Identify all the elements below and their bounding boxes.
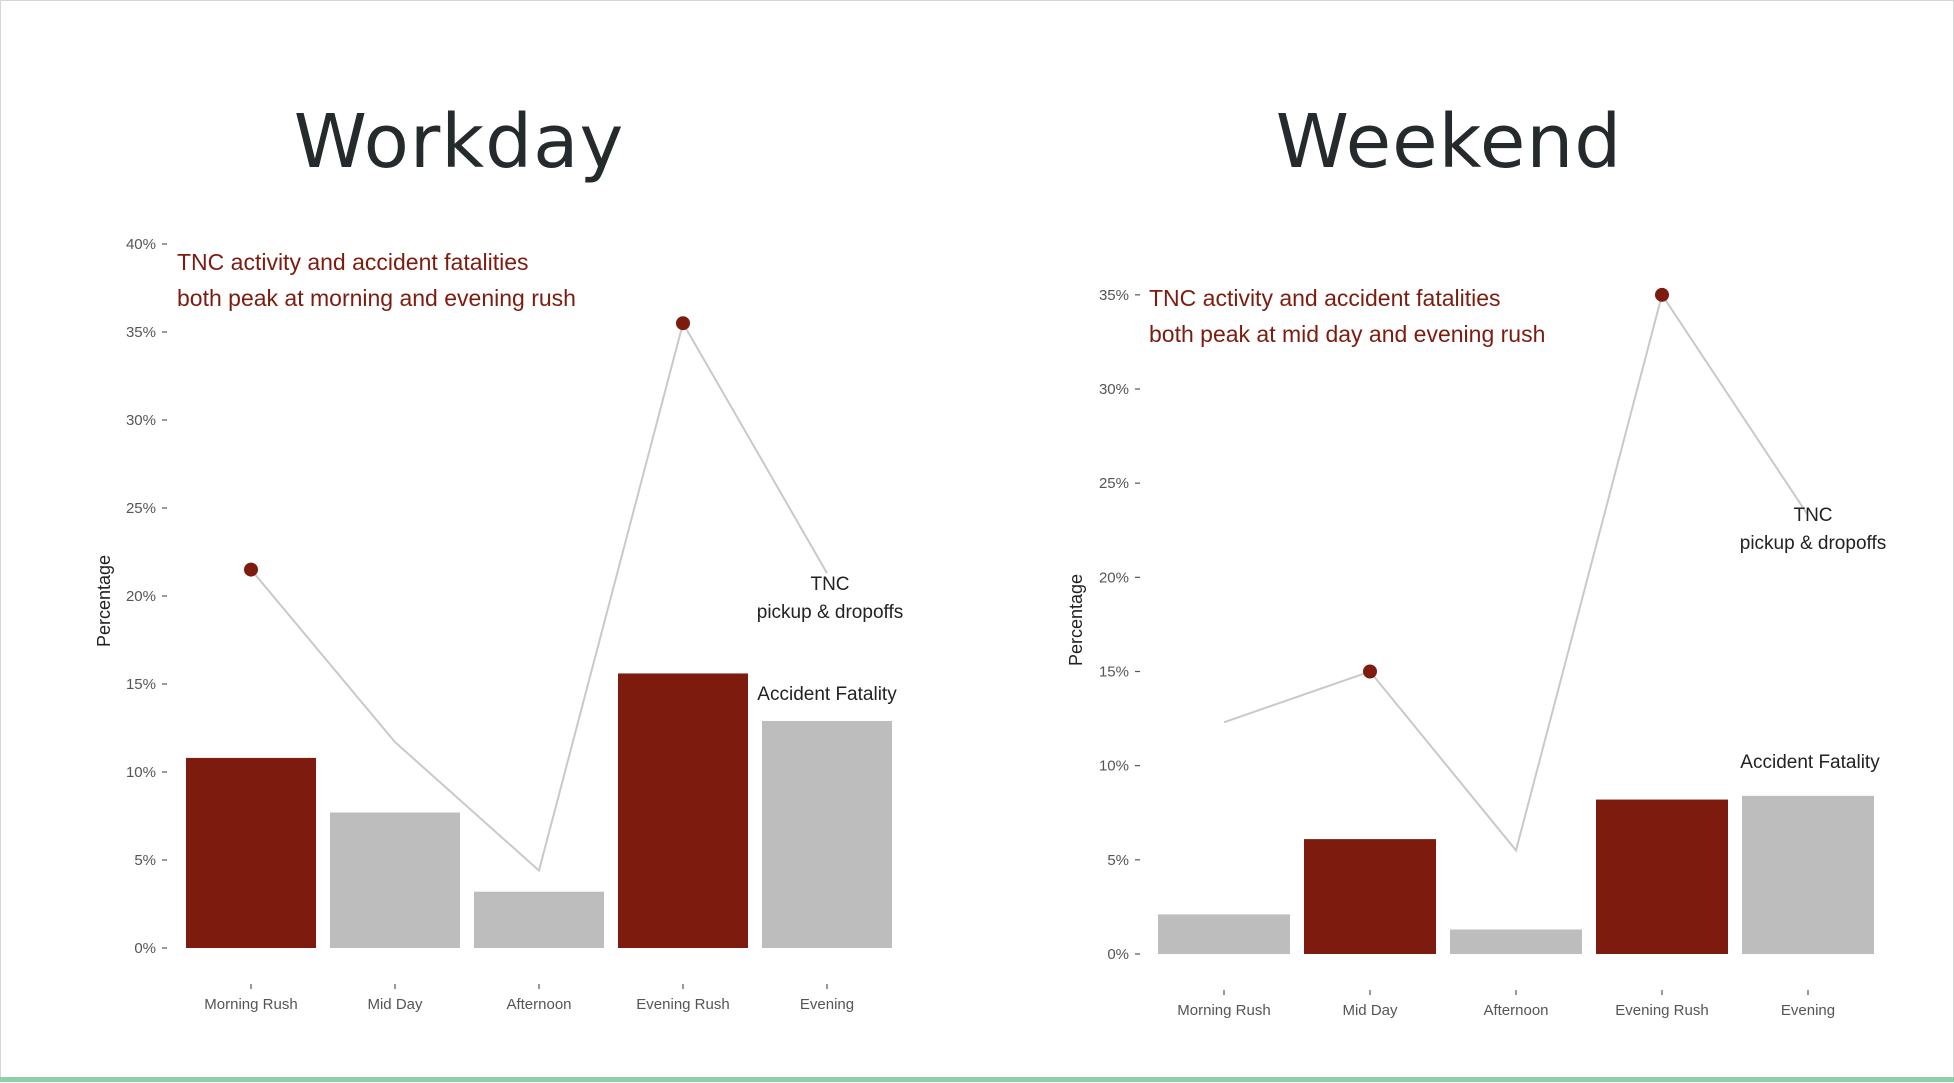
tnc-peak-point — [676, 316, 690, 331]
bottom-accent-bar — [0, 1077, 1954, 1082]
accident-fatality-bar — [1158, 914, 1290, 954]
accident-fatality-bar — [330, 812, 460, 948]
y-tick-label: 15% — [126, 676, 156, 693]
y-tick-label: 0% — [134, 940, 156, 957]
y-tick-label: 30% — [1099, 381, 1129, 398]
y-axis-title: Percentage — [94, 555, 114, 647]
accident-fatality-bar — [1596, 799, 1728, 954]
accident-fatality-bar — [1742, 795, 1874, 954]
workday-title: Workday — [293, 99, 625, 185]
y-tick-label: 25% — [126, 500, 156, 517]
accident-fatality-bar — [762, 720, 892, 948]
x-tick-label: Afternoon — [506, 996, 571, 1013]
y-tick-label: 30% — [126, 412, 156, 429]
chart-annotation-line: TNC activity and accident fatalities — [177, 249, 529, 275]
chart-annotation-line: both peak at mid day and evening rush — [1149, 321, 1545, 347]
tnc-series-label: TNC — [1793, 505, 1832, 526]
y-tick-label: 25% — [1099, 475, 1129, 492]
weekend-title: Weekend — [1275, 99, 1623, 185]
y-tick-label: 15% — [1099, 664, 1129, 681]
y-tick-label: 5% — [1107, 852, 1129, 869]
y-tick-label: 35% — [126, 324, 156, 341]
accident-fatality-series-label: Accident Fatality — [1740, 752, 1880, 773]
tnc-series-label: pickup & dropoffs — [757, 602, 903, 623]
y-tick-label: 35% — [1099, 287, 1129, 304]
tnc-line — [1223, 292, 1809, 853]
x-tick-label: Evening Rush — [636, 996, 729, 1013]
y-tick-label: 0% — [1107, 946, 1129, 963]
y-tick-label: 5% — [134, 852, 156, 869]
x-tick-label: Afternoon — [1483, 1002, 1548, 1019]
y-axis-title: Percentage — [1066, 574, 1086, 666]
x-tick-label: Mid Day — [1342, 1002, 1398, 1019]
accident-fatality-bar — [1450, 929, 1582, 954]
x-tick-label: Evening — [800, 996, 854, 1013]
y-tick-label: 10% — [126, 764, 156, 781]
chart-annotation-line: both peak at morning and evening rush — [177, 285, 576, 311]
y-tick-label: 10% — [1099, 758, 1129, 775]
accident-fatality-bar — [618, 673, 748, 948]
accident-fatality-bar — [474, 891, 604, 948]
tnc-peak-point — [244, 562, 258, 577]
y-tick-label: 20% — [126, 588, 156, 605]
y-tick-label: 20% — [1099, 569, 1129, 586]
x-tick-label: Evening Rush — [1615, 1002, 1708, 1019]
accident-fatality-bar — [1304, 839, 1436, 954]
accident-fatality-series-label: Accident Fatality — [757, 684, 897, 705]
tnc-peak-point — [1363, 664, 1377, 679]
tnc-series-label: pickup & dropoffs — [1740, 533, 1886, 554]
tnc-peak-point — [1655, 287, 1669, 302]
tnc-series-label: TNC — [810, 574, 849, 595]
chart-annotation-line: TNC activity and accident fatalities — [1149, 285, 1501, 311]
x-tick-label: Evening — [1781, 1002, 1835, 1019]
tnc-line — [250, 320, 828, 873]
x-tick-label: Morning Rush — [204, 996, 297, 1013]
x-tick-label: Mid Day — [367, 996, 423, 1013]
y-tick-label: 40% — [126, 236, 156, 253]
accident-fatality-bar — [186, 757, 316, 948]
x-tick-label: Morning Rush — [1177, 1002, 1270, 1019]
